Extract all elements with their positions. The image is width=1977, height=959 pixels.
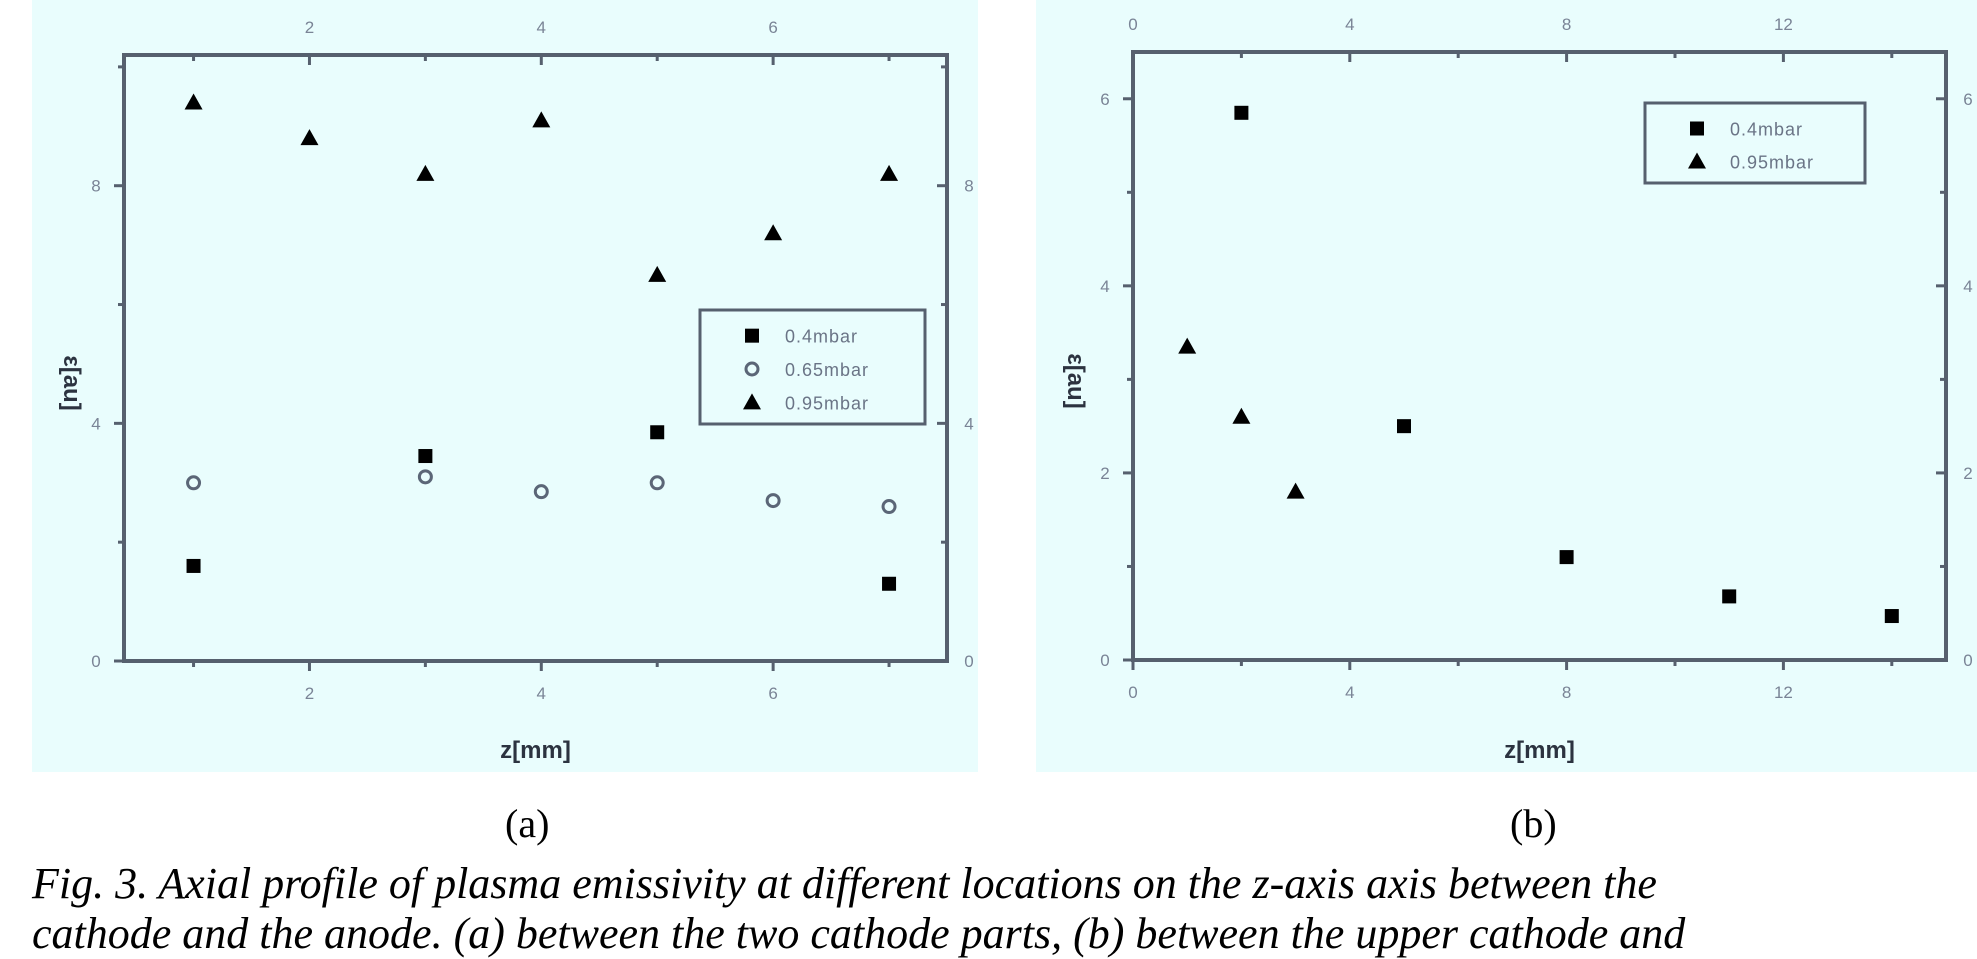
data-point xyxy=(186,558,201,573)
series-0-95mbar xyxy=(184,93,899,282)
data-point xyxy=(417,469,433,485)
y-tick-label: 0 xyxy=(1100,651,1109,670)
x-axis-title: z[mm] xyxy=(500,737,571,764)
series-0-65mbar xyxy=(186,469,897,515)
series-0-95mbar xyxy=(1178,337,1305,499)
data-point xyxy=(764,224,783,241)
legend-marker-icon xyxy=(743,393,761,410)
x-tick-label: 4 xyxy=(537,684,546,703)
legend-label: 0.4mbar xyxy=(785,327,858,347)
chart-panel-b: 0 0 4 4 8 8 12 12 0 0 2 2 4 4 6 6 z[mm] ε[au] 0.4mbar 0.95m… xyxy=(1036,0,1977,772)
x-tick-label: 2 xyxy=(305,684,314,703)
legend: 0.4mbar 0.95mbar xyxy=(1643,101,1867,185)
y-tick-label: 4 xyxy=(91,414,100,433)
y-right-tick-label: 4 xyxy=(964,414,973,433)
x-tick-label: 0 xyxy=(1128,683,1137,702)
subfigure-label-a: (a) xyxy=(505,801,550,846)
data-point xyxy=(1722,589,1737,604)
legend-marker-icon xyxy=(744,361,760,377)
x-top-tick-label: 8 xyxy=(1562,15,1571,34)
y-axis-title: ε[au] xyxy=(1062,353,1089,408)
data-point xyxy=(1178,337,1197,354)
data-point xyxy=(186,475,202,491)
x-tick-label: 6 xyxy=(768,684,777,703)
x-top-tick-label: 12 xyxy=(1774,15,1793,34)
y-right-tick-label: 8 xyxy=(964,177,973,196)
data-point xyxy=(1397,419,1411,434)
data-point xyxy=(184,93,203,110)
x-top-tick-label: 4 xyxy=(537,18,546,37)
y-right-tick-label: 6 xyxy=(1963,90,1972,109)
x-tick-label: 12 xyxy=(1774,683,1793,702)
y-right-tick-label: 2 xyxy=(1963,464,1972,483)
series-0-4mbar xyxy=(186,425,897,591)
x-tick-label: 4 xyxy=(1345,683,1354,702)
scatter-plot-a: 2 2 4 4 6 6 0 0 4 4 8 8 z[mm] ε[au] 0.4mbar 0.65mbar 0.9… xyxy=(58,18,974,764)
data-point xyxy=(1559,550,1574,565)
x-top-tick-label: 2 xyxy=(305,18,314,37)
data-point xyxy=(300,129,319,146)
legend-label: 0.4mbar xyxy=(1730,120,1803,140)
chart-panel-a: 2 2 4 4 6 6 0 0 4 4 8 8 z[mm] ε[au] 0.4mbar 0.65mbar 0.9… xyxy=(32,0,978,772)
x-axis-title: z[mm] xyxy=(1504,737,1575,764)
data-point xyxy=(765,493,781,509)
data-point xyxy=(649,475,665,491)
subfigure-label-b: (b) xyxy=(1510,801,1557,846)
legend-marker-icon xyxy=(1688,152,1706,169)
y-right-tick-label: 4 xyxy=(1963,277,1972,296)
data-point xyxy=(1286,482,1305,499)
y-right-tick-label: 0 xyxy=(1963,651,1972,670)
data-point xyxy=(882,576,897,591)
data-point xyxy=(881,499,897,515)
legend-label: 0.95mbar xyxy=(1730,153,1814,173)
x-tick-label: 8 xyxy=(1562,683,1571,702)
data-point xyxy=(532,111,551,128)
figure-caption-line-2: cathode and the anode. (a) between the t… xyxy=(32,909,1686,958)
x-top-tick-label: 0 xyxy=(1128,15,1137,34)
data-point xyxy=(1234,105,1249,120)
y-tick-label: 0 xyxy=(91,652,100,671)
data-point xyxy=(418,449,433,464)
data-point xyxy=(1232,407,1251,424)
plot-frame xyxy=(1131,50,1948,662)
y-tick-label: 6 xyxy=(1100,90,1109,109)
legend-label: 0.65mbar xyxy=(785,360,869,380)
data-point xyxy=(880,164,899,181)
y-axis-title: ε[au] xyxy=(58,355,85,410)
figure-caption-line-1: Fig. 3. Axial profile of plasma emissivi… xyxy=(32,859,1657,908)
y-right-tick-label: 0 xyxy=(964,652,973,671)
data-point xyxy=(1884,609,1899,624)
legend-label: 0.95mbar xyxy=(785,393,869,413)
data-point xyxy=(648,265,667,282)
x-top-tick-label: 6 xyxy=(768,18,777,37)
legend: 0.4mbar 0.65mbar 0.95mbar xyxy=(698,308,927,426)
legend-marker-icon xyxy=(1690,121,1704,136)
x-top-tick-label: 4 xyxy=(1345,15,1354,34)
series-0-4mbar xyxy=(1234,105,1899,624)
y-tick-label: 8 xyxy=(91,177,100,196)
y-tick-label: 4 xyxy=(1100,277,1109,296)
y-tick-label: 2 xyxy=(1100,464,1109,483)
data-point xyxy=(416,164,435,181)
legend-marker-icon xyxy=(745,328,759,343)
data-point xyxy=(533,484,549,500)
plot-frame xyxy=(122,53,949,663)
data-point xyxy=(650,425,665,440)
